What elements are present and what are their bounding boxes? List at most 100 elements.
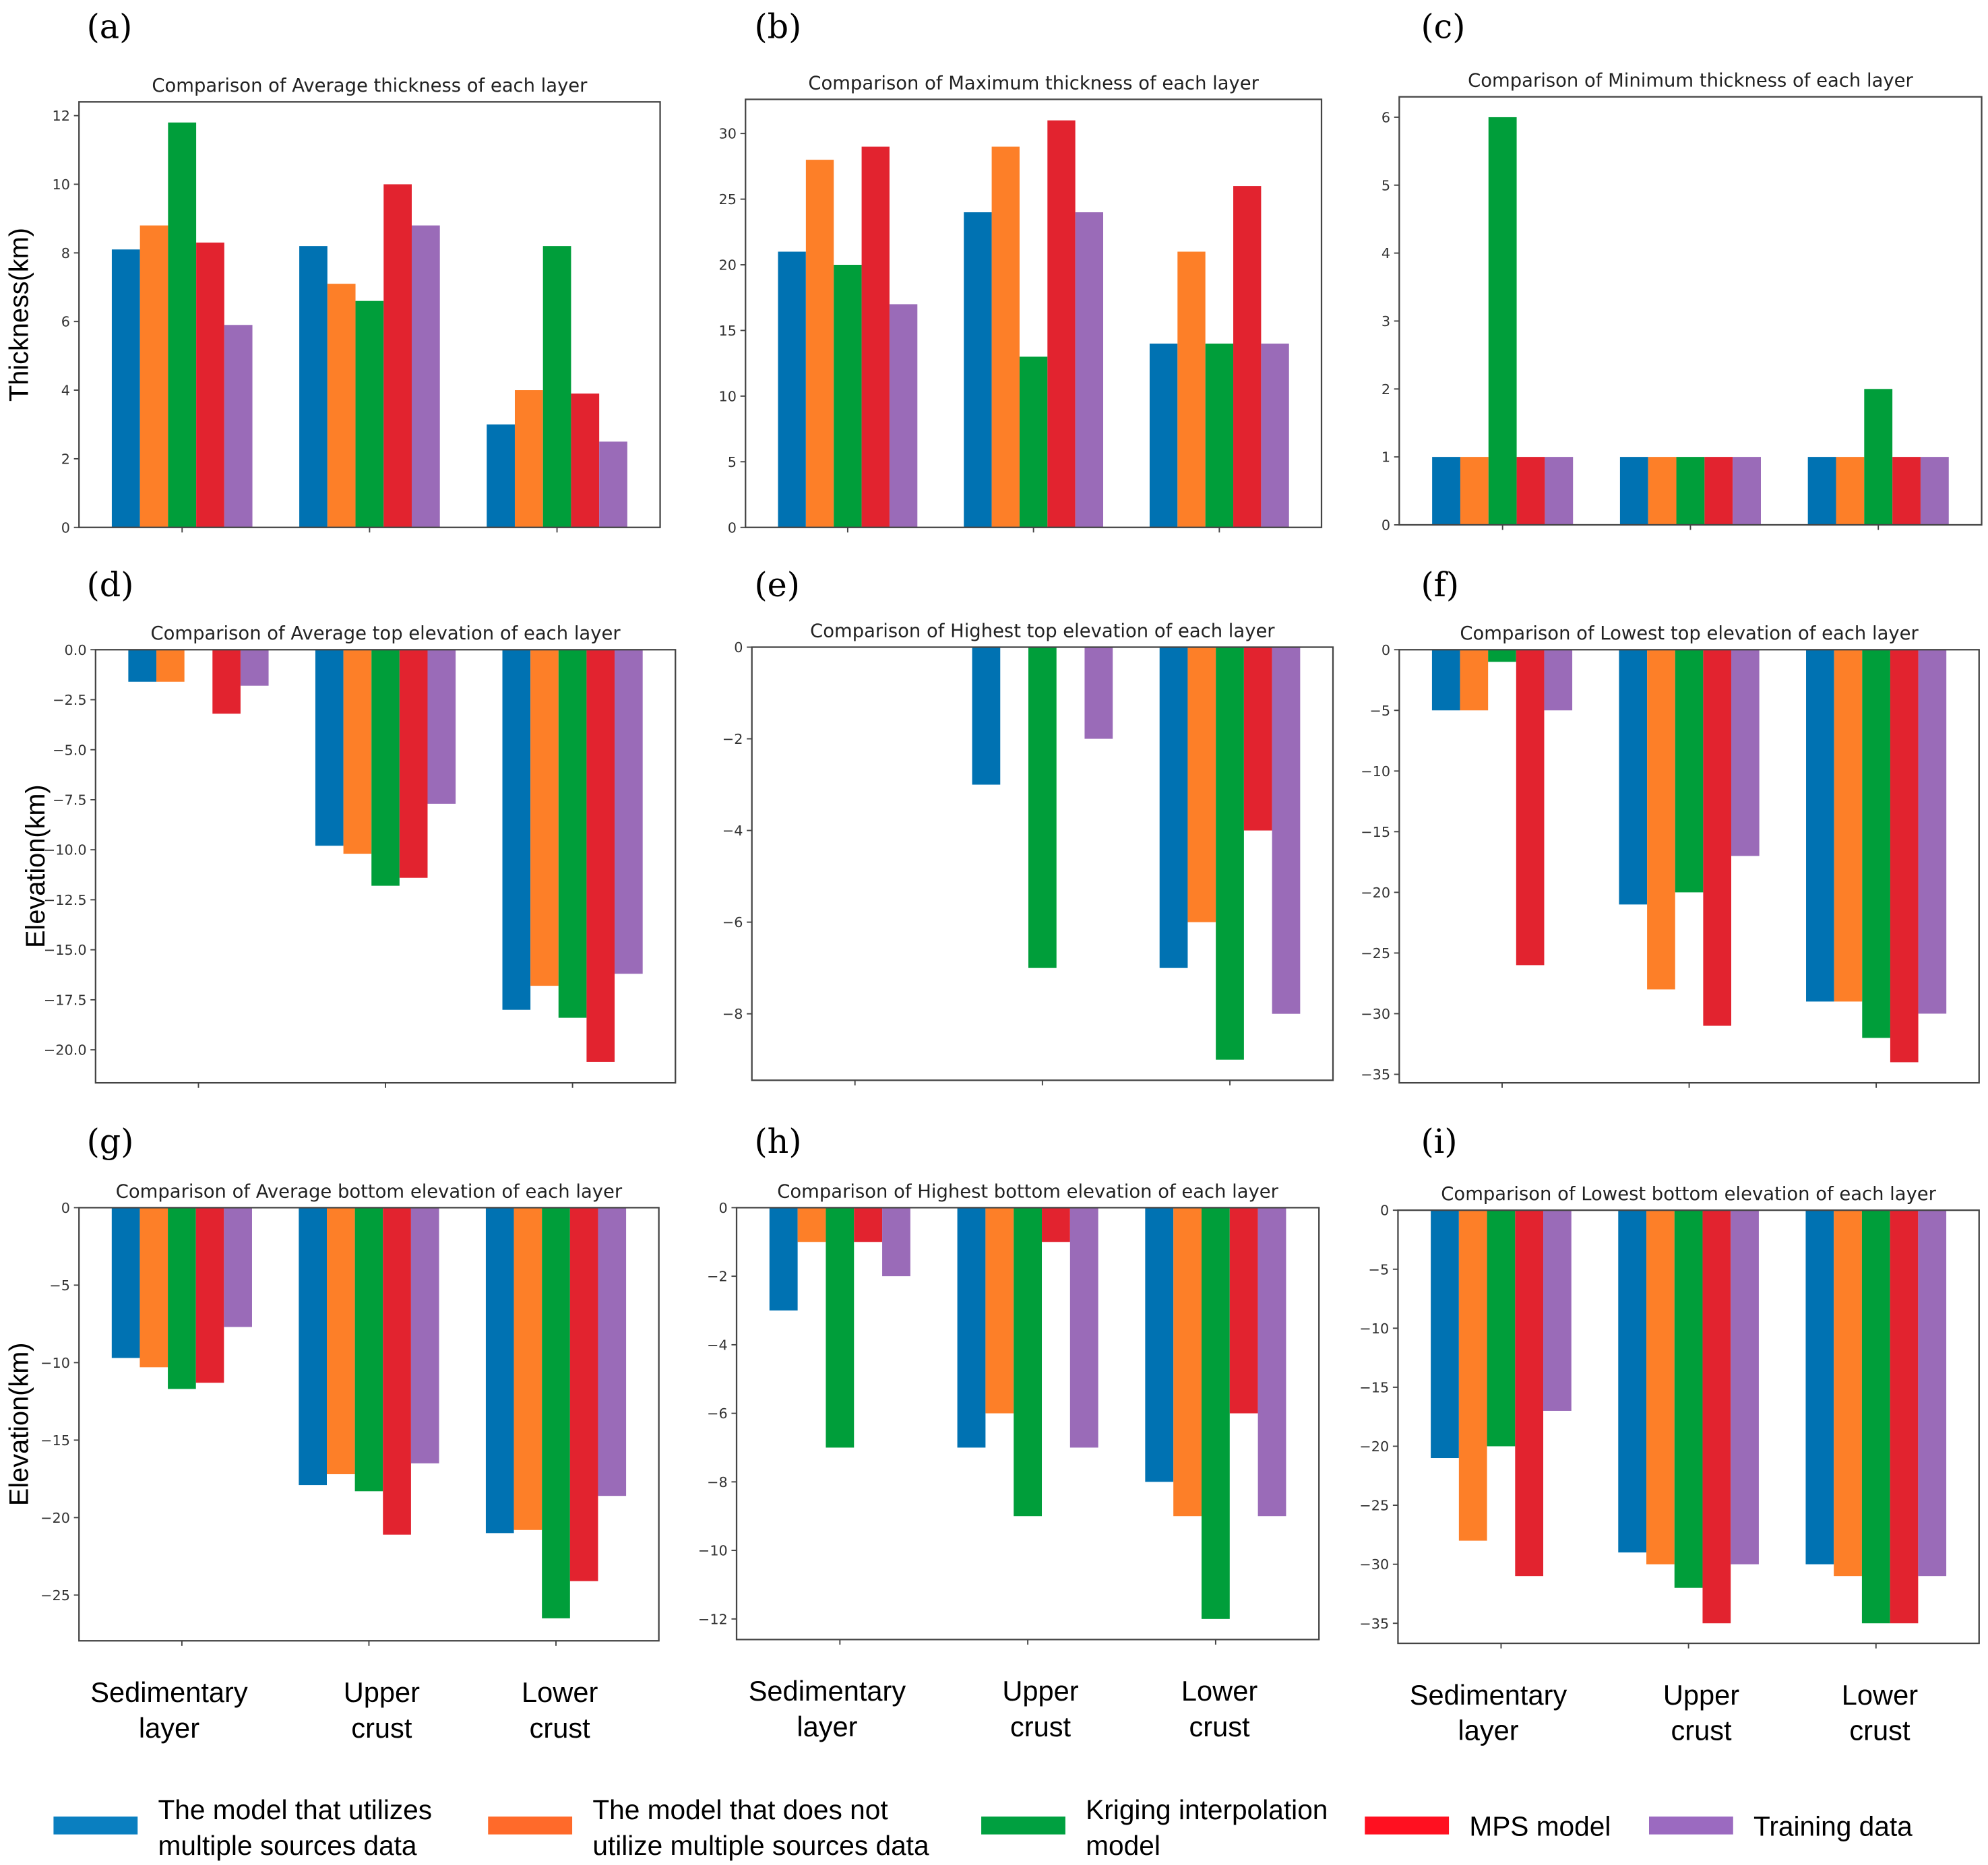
bar [1432, 457, 1460, 525]
bar [383, 184, 412, 528]
bar [128, 650, 157, 682]
bar [1173, 1207, 1202, 1517]
bar [299, 246, 328, 528]
subplot-f: (f)Comparison of Lowest top elevation of… [1361, 565, 1980, 1088]
bar [1733, 457, 1761, 525]
x-category-label: layer [1458, 1715, 1518, 1746]
y-tick-label: 0.0 [65, 642, 87, 658]
bar [224, 325, 253, 528]
x-category-label: Upper [1663, 1679, 1739, 1711]
bar [1216, 647, 1244, 1060]
y-tick-label: −25 [1359, 1498, 1389, 1514]
y-tick-label: 25 [719, 191, 737, 208]
y-tick-label: −2 [722, 731, 743, 747]
legend-item: The model that utilizes multiple sources … [53, 1794, 432, 1861]
y-tick-label: −2 [707, 1269, 728, 1285]
bar [514, 390, 543, 528]
y-tick-label: 0 [61, 1200, 70, 1216]
bar [315, 650, 344, 846]
bar [1864, 389, 1893, 525]
x-category-label: Sedimentary [90, 1676, 248, 1708]
bar [1261, 343, 1289, 528]
x-category-label: Sedimentary [1410, 1679, 1567, 1711]
panel-label: (a) [87, 7, 133, 46]
panel-label: (g) [87, 1122, 134, 1161]
bar [1674, 1210, 1703, 1588]
subplot-title: Comparison of Average bottom elevation o… [116, 1181, 623, 1202]
y-tick-label: −15 [1359, 1379, 1389, 1395]
bar [542, 1207, 570, 1618]
y-tick-label: −10 [698, 1543, 728, 1559]
y-tick-label: −15 [1361, 824, 1390, 840]
y-tick-label: −8 [722, 1006, 743, 1022]
y-tick-label: 5 [728, 454, 737, 470]
y-tick-label: −25 [1361, 945, 1390, 961]
subplot-title: Comparison of Average thickness of each … [152, 75, 588, 96]
y-tick-label: −20 [1361, 885, 1390, 901]
panel-label: (h) [754, 1122, 801, 1161]
x-category-label: crust [530, 1712, 591, 1744]
bar [1890, 1210, 1919, 1624]
y-tick-label: −25 [40, 1587, 70, 1604]
subplot-a: (a) Comparison of Average thickness of ea… [5, 7, 661, 536]
y-tick-label: −15.0 [44, 942, 87, 958]
legend-label: model [1086, 1830, 1160, 1861]
bar [530, 650, 559, 986]
bar [487, 424, 515, 528]
bar [1861, 1210, 1890, 1624]
panel-label: (d) [87, 565, 134, 604]
bar [1731, 1210, 1759, 1564]
bar [1516, 650, 1545, 966]
bar [569, 1207, 598, 1581]
subplot-c: (c) Comparison of Minimum thickness of ea… [1381, 7, 1983, 534]
legend-swatch [488, 1816, 573, 1835]
y-tick-label: −15 [40, 1432, 70, 1449]
bar [1488, 650, 1516, 662]
y-tick-label: 8 [61, 245, 70, 261]
y-tick-label: −5 [49, 1277, 70, 1294]
bar [964, 212, 992, 528]
bar [1075, 212, 1104, 528]
bar [427, 650, 456, 804]
legend-label: Training data [1753, 1811, 1913, 1842]
bar [1047, 120, 1076, 528]
bar [805, 160, 834, 528]
bar [854, 1207, 883, 1242]
bar [1543, 1210, 1572, 1411]
bar [411, 225, 440, 528]
y-tick-label: 6 [1381, 110, 1390, 126]
subplot-h: (h) Comparison of Highest bottom elevatio… [698, 1122, 1320, 1742]
y-tick-label: −8 [707, 1474, 728, 1490]
y-tick-label: −20 [40, 1510, 70, 1526]
legend-item: Kriging interpolation model [981, 1794, 1328, 1861]
bar [1019, 356, 1048, 528]
subplot-i: (i) Comparison of Lowest bottom elevation… [1359, 1122, 1980, 1746]
bar [299, 1207, 328, 1486]
x-category-label: Lower [522, 1676, 598, 1708]
bar [542, 246, 571, 528]
bar [399, 650, 428, 878]
bar [1892, 457, 1921, 525]
x-category-label: crust [1849, 1715, 1911, 1746]
bar [502, 650, 531, 1010]
bar [1177, 251, 1206, 528]
x-category-label: crust [1671, 1715, 1732, 1746]
x-category-label: Lower [1181, 1675, 1257, 1707]
bar [957, 1207, 986, 1448]
bar [1648, 457, 1677, 525]
bar [383, 1207, 411, 1535]
bar [1702, 1210, 1731, 1624]
bar [558, 650, 587, 1018]
legend-label: The model that does not [592, 1794, 888, 1825]
bar [1149, 343, 1178, 528]
bar [1618, 1210, 1647, 1553]
y-tick-label: −10 [40, 1355, 70, 1371]
x-category-label: crust [351, 1712, 412, 1744]
bar [1431, 1210, 1459, 1459]
y-tick-label: 15 [719, 323, 737, 339]
bar [991, 146, 1020, 528]
y-tick-label: −4 [707, 1337, 728, 1353]
bar [212, 650, 241, 714]
legend-label: MPS model [1469, 1811, 1611, 1842]
